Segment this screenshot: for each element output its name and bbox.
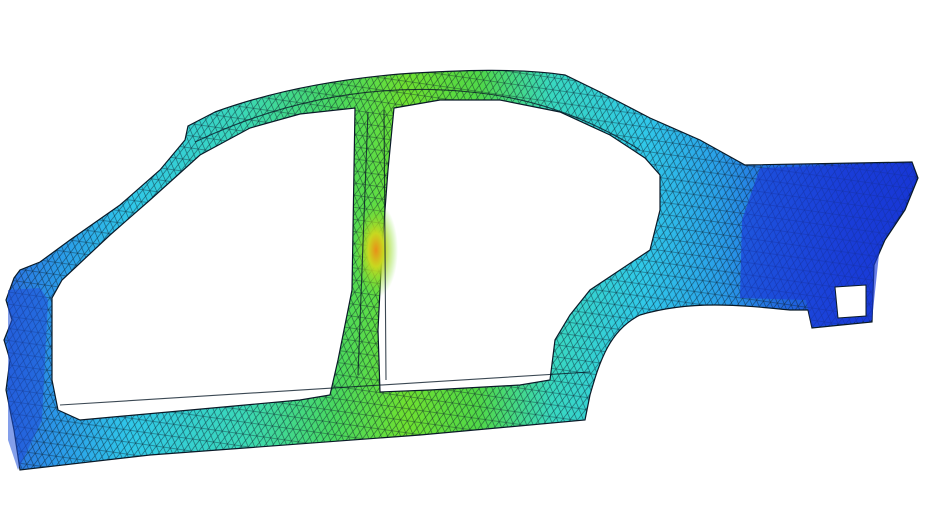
front-hinge-region: [8, 288, 48, 470]
inner-flange-line: [59, 88, 641, 406]
rear-access-hole: [834, 284, 867, 319]
side-panel: [3, 69, 919, 471]
rear-quarter-region: [740, 163, 916, 327]
stress-hotspot: [354, 202, 398, 298]
mesh-overlay: [4, 70, 918, 471]
